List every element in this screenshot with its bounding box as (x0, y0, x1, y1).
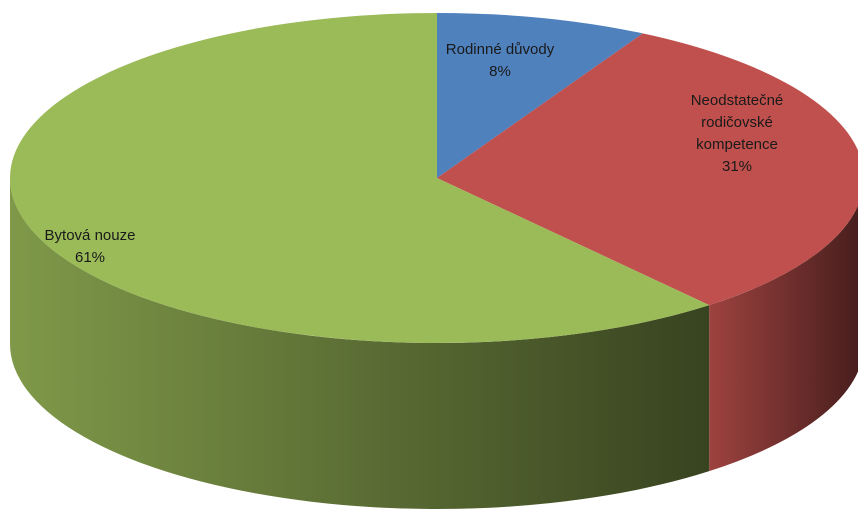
slice-label-2: Bytová nouze 61% (45, 227, 136, 266)
pie-sides (10, 178, 858, 509)
slice-label-1: Neodstatečné rodičovské kompetence 31% (691, 92, 784, 175)
slice-category-label: Rodinné důvody (446, 41, 555, 58)
slice-label-0: Rodinné důvody 8% (446, 41, 555, 80)
pie-labels: Rodinné důvody 8% Neodstatečné rodičovské ko… (45, 41, 784, 266)
pie-side-1 (709, 205, 858, 472)
slice-category-label: kompetence (696, 136, 778, 153)
pie-slice-0 (437, 13, 643, 178)
slice-category-label: rodičovské (701, 114, 773, 131)
slice-value-label: 8% (489, 63, 511, 80)
slice-category-label: Neodstatečné (691, 92, 784, 109)
pie-slice-2 (9, 13, 710, 344)
slice-value-label: 61% (75, 249, 105, 266)
slice-value-label: 31% (722, 158, 752, 175)
pie-slices (9, 13, 858, 344)
slice-category-label: Bytová nouze (45, 227, 136, 244)
pie-slice-1 (437, 33, 858, 306)
pie-side-2 (10, 178, 710, 509)
